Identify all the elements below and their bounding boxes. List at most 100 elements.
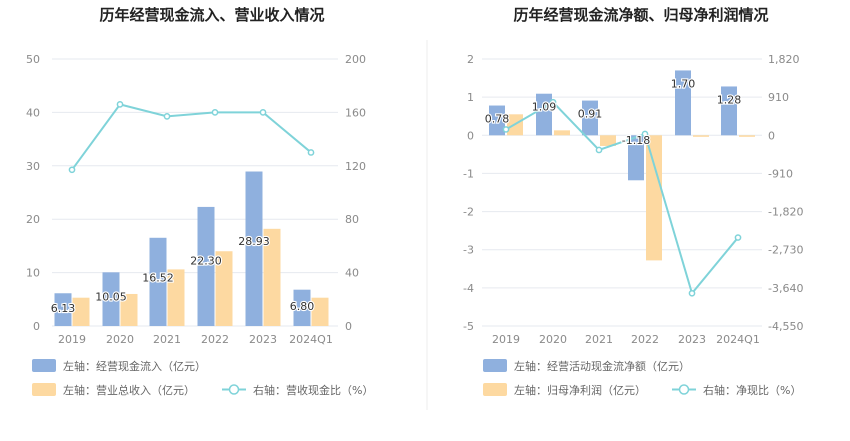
legend-label: 左轴：经营现金流入（亿元） (63, 359, 206, 373)
bar-secondary (554, 130, 570, 136)
left-axis-tick: -2 (463, 206, 474, 219)
bar-primary (54, 293, 72, 326)
bar-primary (628, 135, 644, 181)
cash-net-profit-chart: 历年经营现金流净额、归母净利润情况 -5 -4 -3 -2 -1 0 1 2 -4,550 -3,6… (463, 6, 803, 397)
category-label: 2024Q1 (289, 333, 333, 346)
bar-data-label: -1.18 (622, 134, 650, 147)
bar-data-label: 28.93 (238, 235, 270, 248)
ratio-point (734, 234, 742, 241)
cash-inflow-revenue-chart: 历年经营现金流入、营业收入情况 0 10 20 30 40 50 0 40 80 120 160 200… (26, 6, 373, 397)
right-axis-tick: 160 (345, 106, 366, 119)
left-axis-tick: 0 (33, 320, 40, 333)
legend-line-marker (228, 384, 240, 395)
bar-primary (149, 237, 167, 326)
left-axis-tick: -1 (463, 167, 474, 180)
left-axis-tick: -5 (463, 320, 474, 333)
bar-secondary (739, 135, 755, 137)
bar-primary (102, 272, 120, 326)
left-axis-tick: 40 (26, 106, 40, 119)
category-label: 2019 (492, 333, 520, 346)
bar-data-label: 6.13 (51, 302, 76, 315)
legend-swatch (32, 359, 56, 372)
bar-primary (721, 86, 737, 136)
bar-data-label: 1.70 (671, 77, 696, 90)
legend-label: 左轴：归母净利润（亿元） (514, 383, 646, 397)
left-axis-tick: 1 (467, 91, 474, 104)
chart-title: 历年经营现金流入、营业收入情况 (99, 6, 324, 24)
bar-secondary (311, 297, 329, 326)
right-axis-tick: 80 (345, 213, 359, 226)
bar-primary (197, 206, 215, 326)
bar-secondary (167, 269, 185, 326)
bar-primary (489, 105, 505, 136)
ratio-point (595, 146, 603, 154)
bar-secondary (600, 135, 616, 146)
ratio-point (307, 149, 315, 156)
bar-data-label: 1.28 (717, 93, 742, 106)
left-axis-tick: 0 (467, 129, 474, 142)
category-label: 2023 (249, 333, 277, 346)
bar-data-label: 6.80 (290, 300, 315, 313)
legend-label: 右轴：净现比（%） (703, 383, 801, 397)
right-axis-tick: 200 (345, 53, 366, 66)
legend-label: 右轴：营收现金比（%） (253, 383, 373, 397)
right-axis-tick: 1,820 (768, 53, 800, 66)
bar-secondary (120, 293, 138, 326)
bar-data-label: 0.91 (578, 108, 603, 121)
right-axis-tick: 0 (345, 320, 352, 333)
category-label: 2021 (153, 333, 181, 346)
right-axis-tick: -3,640 (768, 282, 803, 295)
bar-primary (293, 289, 311, 326)
bar-data-label: 16.52 (142, 271, 174, 284)
bar-primary (675, 70, 691, 136)
legend-line-marker (678, 384, 690, 395)
chart-title: 历年经营现金流净额、归母净利润情况 (513, 6, 768, 24)
legend-swatch (483, 383, 507, 396)
ratio-point (549, 98, 557, 106)
right-axis-tick: -4,550 (768, 320, 803, 333)
category-label: 2020 (106, 333, 134, 346)
legend-swatch (483, 359, 507, 372)
right-axis-tick: 910 (768, 91, 789, 104)
bar-secondary (72, 297, 90, 326)
left-axis-tick: 10 (26, 267, 40, 280)
left-axis-tick: 30 (26, 160, 40, 173)
ratio-point (688, 289, 696, 297)
bar-secondary (263, 228, 281, 326)
right-axis-tick: -1,820 (768, 206, 803, 219)
right-axis-tick: 0 (768, 129, 775, 142)
ratio-point (68, 166, 76, 174)
ratio-point (259, 109, 267, 116)
bar-secondary (693, 135, 709, 137)
ratio-line (71, 103, 312, 171)
ratio-point (211, 109, 219, 116)
category-label: 2020 (539, 333, 567, 346)
left-axis-tick: -4 (463, 282, 474, 295)
bar-secondary (646, 135, 662, 261)
right-axis-tick: -2,730 (768, 244, 803, 257)
right-axis-tick: 120 (345, 160, 366, 173)
ratio-point (502, 126, 510, 133)
left-axis-tick: 50 (26, 53, 40, 66)
ratio-point (116, 101, 124, 108)
left-axis-tick: 20 (26, 213, 40, 226)
legend-label: 左轴：经营活动现金流净额（亿元） (514, 359, 690, 373)
bar-primary (582, 100, 598, 136)
right-axis-tick: 40 (345, 267, 359, 280)
bar-data-label: 22.30 (190, 255, 222, 268)
left-axis-tick: 2 (467, 53, 474, 66)
ratio-point (163, 113, 171, 120)
ratio-line (505, 100, 739, 296)
category-label: 2019 (58, 333, 86, 346)
category-label: 2024Q1 (716, 333, 760, 346)
category-label: 2023 (678, 333, 706, 346)
bar-data-label: 10.05 (95, 290, 127, 303)
left-axis-tick: -3 (463, 244, 474, 257)
category-label: 2021 (585, 333, 613, 346)
bar-primary (245, 171, 263, 326)
category-label: 2022 (631, 333, 659, 346)
bar-data-label: 1.09 (532, 101, 557, 114)
legend-swatch (32, 383, 56, 396)
bar-secondary (215, 251, 233, 326)
bar-data-label: 0.78 (485, 113, 510, 126)
